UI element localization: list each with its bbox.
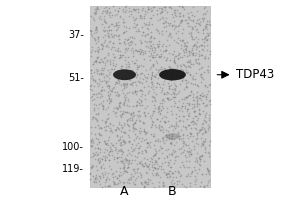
Text: 51-: 51- <box>68 73 84 83</box>
Ellipse shape <box>113 69 136 80</box>
Text: 37-: 37- <box>68 30 84 40</box>
Text: TDP43: TDP43 <box>236 68 274 81</box>
Text: 119-: 119- <box>62 164 84 174</box>
Text: 100-: 100- <box>62 142 84 152</box>
Ellipse shape <box>159 69 186 80</box>
Ellipse shape <box>119 159 130 164</box>
Ellipse shape <box>165 133 180 139</box>
Text: B: B <box>168 185 177 198</box>
Bar <box>90 6 210 187</box>
Text: A: A <box>120 185 129 198</box>
